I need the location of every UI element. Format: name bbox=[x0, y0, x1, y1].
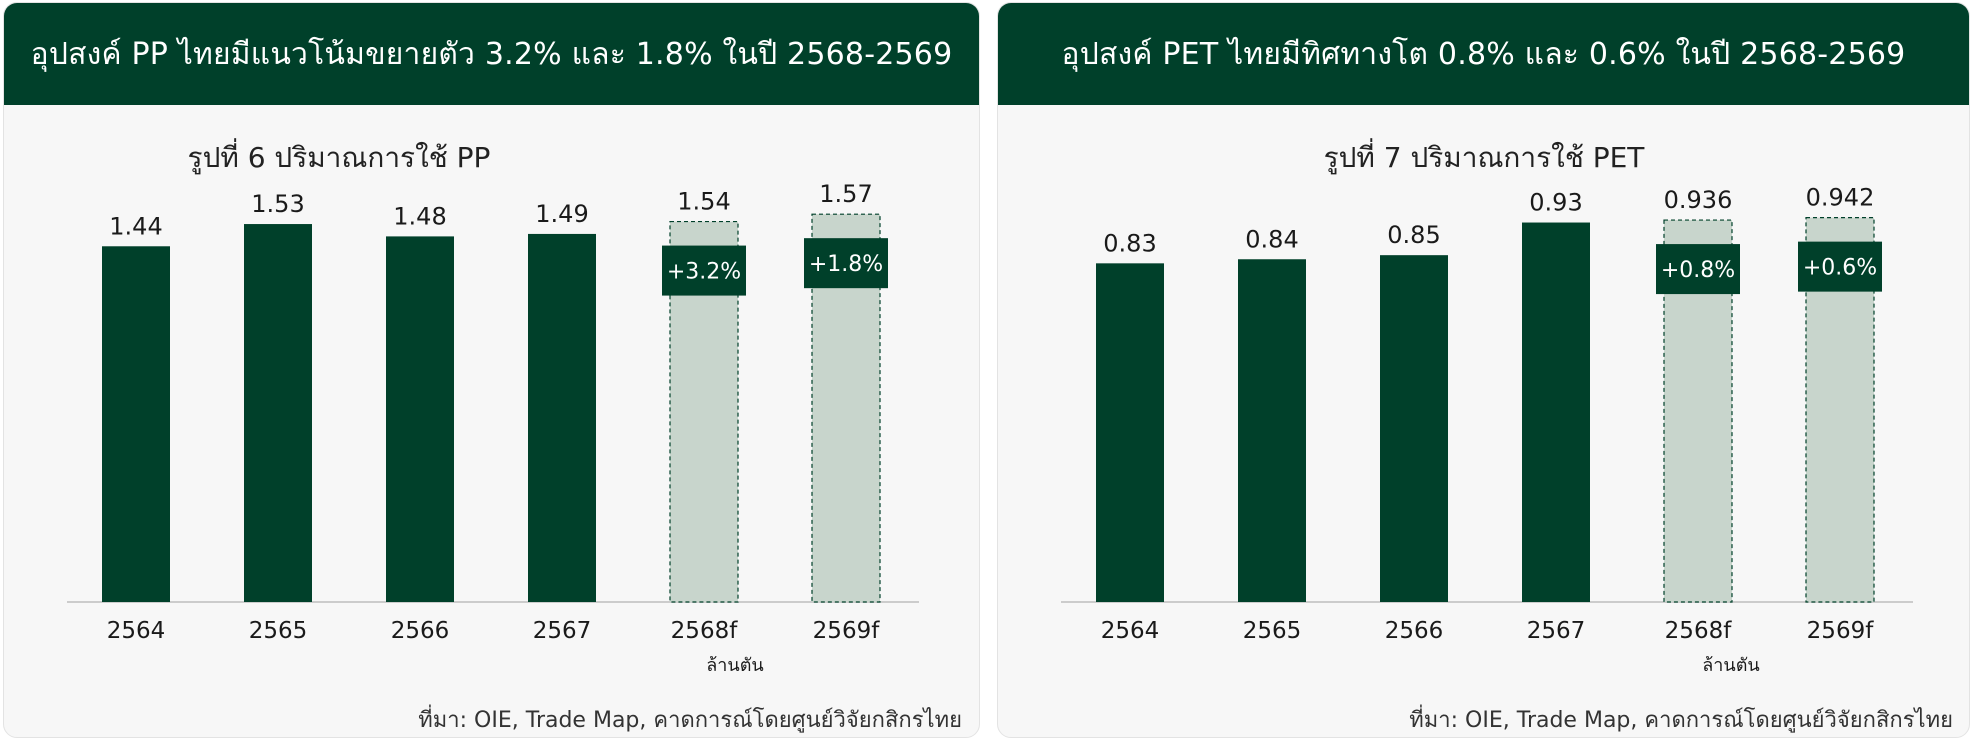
pp-category-label-2568f: 2568f bbox=[671, 618, 739, 644]
pp-category-label-2569f: 2569f bbox=[813, 618, 881, 644]
pet-value-label-2566: 0.85 bbox=[1387, 221, 1440, 249]
pp-chart-panel: อุปสงค์ PP ไทยมีแนวโน้มขยายตัว 3.2% และ … bbox=[3, 2, 980, 738]
pp-bar-2567 bbox=[528, 233, 596, 602]
pp-bar-2564 bbox=[102, 246, 170, 603]
pet-bar-2567 bbox=[1522, 222, 1590, 602]
pet-growth-label-2568f: +0.8% bbox=[1661, 258, 1735, 283]
pp-growth-box-2568f bbox=[662, 245, 746, 296]
pet-growth-box-2568f bbox=[1656, 244, 1740, 295]
pp-bar-chart: รูปที่ 6 ปริมาณการใช้ PP 1.44 2564 1.53 256… bbox=[67, 138, 962, 733]
pet-value-label-2564: 0.83 bbox=[1103, 229, 1156, 257]
pp-growth-label-2568f: +3.2% bbox=[667, 260, 741, 285]
pp-bar-2566 bbox=[386, 236, 454, 602]
pet-growth-box-2569f bbox=[1798, 241, 1882, 292]
pet-chart-panel: อุปสงค์ PET ไทยมีทิศทางโต 0.8% และ 0.6% … bbox=[997, 2, 1970, 738]
pet-category-label-2569f: 2569f bbox=[1807, 618, 1875, 644]
pp-category-label-2566: 2566 bbox=[391, 618, 450, 644]
pp-panel-header: อุปสงค์ PP ไทยมีแนวโน้มขยายตัว 3.2% และ … bbox=[4, 3, 979, 105]
pet-category-label-2564: 2564 bbox=[1101, 618, 1160, 644]
pp-value-label-2568f: 1.54 bbox=[677, 188, 730, 216]
pp-category-label-2565: 2565 bbox=[249, 618, 308, 644]
pet-bar-2565 bbox=[1238, 259, 1306, 602]
pet-growth-label-2569f: +0.6% bbox=[1803, 256, 1877, 281]
pp-chart-title: รูปที่ 6 ปริมาณการใช้ PP bbox=[188, 138, 491, 175]
pet-source-note: ที่มา: OIE, Trade Map, คาดการณ์โดยศูนย์ว… bbox=[1409, 704, 1953, 733]
pp-source-note: ที่มา: OIE, Trade Map, คาดการณ์โดยศูนย์ว… bbox=[418, 704, 962, 733]
pet-value-label-2568f: 0.936 bbox=[1664, 186, 1733, 214]
pp-bar-2565 bbox=[244, 224, 312, 602]
pet-category-label-2566: 2566 bbox=[1385, 618, 1444, 644]
pet-value-label-2567: 0.93 bbox=[1529, 189, 1582, 217]
pp-value-label-2564: 1.44 bbox=[109, 212, 162, 240]
pp-growth-label-2569f: +1.8% bbox=[809, 252, 883, 277]
pet-bar-2564 bbox=[1096, 263, 1164, 602]
pet-chart-title: รูปที่ 7 ปริมาณการใช้ PET bbox=[1324, 138, 1646, 175]
pet-category-label-2568f: 2568f bbox=[1665, 618, 1733, 644]
pp-category-label-2567: 2567 bbox=[533, 618, 592, 644]
pet-value-label-2569f: 0.942 bbox=[1806, 184, 1875, 212]
pet-panel-header: อุปสงค์ PET ไทยมีทิศทางโต 0.8% และ 0.6% … bbox=[998, 3, 1969, 105]
pp-category-label-2564: 2564 bbox=[107, 618, 166, 644]
pp-value-label-2566: 1.48 bbox=[393, 202, 446, 230]
pet-bar-chart: รูปที่ 7 ปริมาณการใช้ PET 0.83 2564 0.84 25… bbox=[1061, 138, 1953, 733]
pp-unit-label: ล้านตัน bbox=[706, 655, 763, 676]
pp-value-label-2569f: 1.57 bbox=[819, 180, 872, 208]
pet-unit-label: ล้านตัน bbox=[1702, 655, 1759, 676]
pet-category-label-2565: 2565 bbox=[1243, 618, 1302, 644]
pp-growth-box-2569f bbox=[804, 238, 888, 289]
pp-value-label-2567: 1.49 bbox=[535, 200, 588, 228]
pet-category-label-2567: 2567 bbox=[1527, 618, 1586, 644]
pet-bar-2566 bbox=[1380, 255, 1448, 602]
pp-value-label-2565: 1.53 bbox=[251, 190, 304, 218]
pet-value-label-2565: 0.84 bbox=[1245, 225, 1298, 253]
